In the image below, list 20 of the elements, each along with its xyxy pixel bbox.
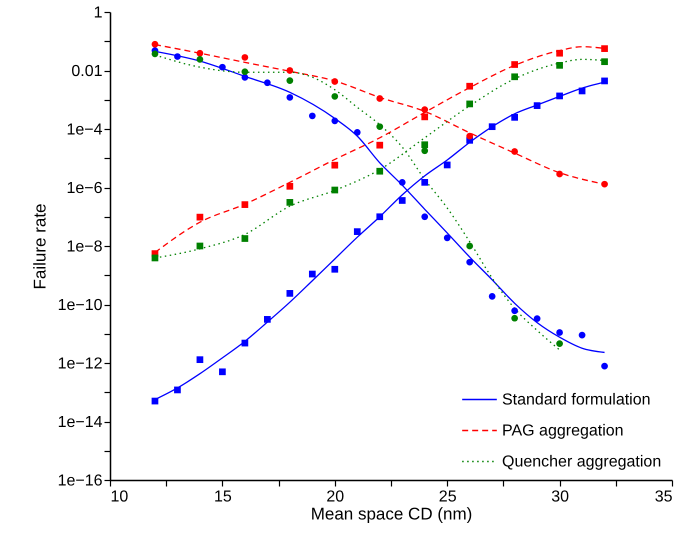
y-tick-label: 1e−4	[66, 122, 103, 138]
y-tick-label: 1e−16	[58, 472, 103, 490]
x-tick-label: 30	[551, 488, 570, 506]
x-tick-label: 15	[214, 488, 232, 506]
x-axis-title: Mean space CD (nm)	[310, 504, 472, 524]
y-tick-label: 1e−14	[58, 414, 103, 431]
y-tick-label: 1e−12	[58, 356, 103, 372]
y-tick-label: 1	[94, 4, 103, 22]
legend-label: Standard formulation	[502, 392, 651, 408]
x-tick-label: 25	[438, 488, 457, 506]
y-tick-label: 1e−8	[66, 238, 103, 256]
x-tick-label: 20	[326, 488, 344, 506]
legend-label: Quencher aggregation	[502, 454, 662, 470]
y-tick-label: 1e−10	[58, 297, 103, 314]
legend-label: PAG aggregation	[502, 422, 624, 440]
y-tick-label: 0.01	[71, 63, 103, 80]
x-tick-label: 10	[110, 488, 128, 506]
y-tick-label: 1e−6	[66, 180, 103, 197]
y-axis-title: Failure rate	[30, 204, 50, 290]
x-tick-label: 35	[654, 488, 673, 506]
